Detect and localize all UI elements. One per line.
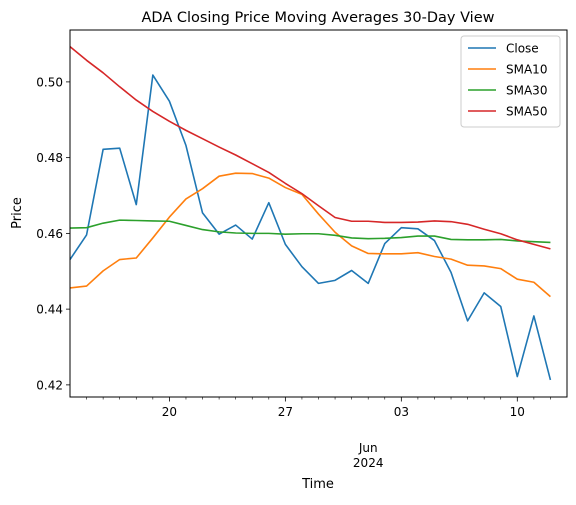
y-tick-label: 0.46 bbox=[36, 227, 63, 241]
legend-box bbox=[460, 35, 561, 128]
series-line-sma50 bbox=[69, 46, 551, 250]
x-tick-label: 10 bbox=[510, 405, 525, 419]
x-tick-label: 27 bbox=[278, 405, 293, 419]
x-tick-label: 03 bbox=[394, 405, 409, 419]
legend-label-sma10: SMA10 bbox=[506, 63, 547, 77]
series-line-sma30 bbox=[69, 219, 551, 244]
legend-label-close: Close bbox=[506, 42, 539, 56]
x-year-label: 2024 bbox=[353, 456, 384, 470]
legend-label-sma50: SMA50 bbox=[506, 105, 547, 119]
y-tick-label: 0.42 bbox=[36, 378, 63, 392]
chart-title: ADA Closing Price Moving Averages 30-Day… bbox=[142, 10, 495, 26]
x-tick-label: 20 bbox=[162, 405, 177, 419]
series-layer bbox=[69, 46, 552, 381]
legend-label-sma30: SMA30 bbox=[506, 84, 547, 98]
y-axis-label: Price bbox=[10, 197, 25, 229]
y-tick-label: 0.48 bbox=[36, 151, 63, 165]
series-line-sma10 bbox=[69, 172, 551, 298]
y-tick-label: 0.44 bbox=[36, 303, 63, 317]
legend: Close SMA10 SMA30 SMA50 bbox=[460, 35, 561, 128]
series-line-close bbox=[69, 74, 552, 381]
x-axis-label: Time bbox=[301, 477, 334, 492]
y-tick-label: 0.50 bbox=[36, 75, 63, 89]
x-month-label: Jun bbox=[358, 441, 378, 455]
plot-frame bbox=[69, 29, 568, 398]
